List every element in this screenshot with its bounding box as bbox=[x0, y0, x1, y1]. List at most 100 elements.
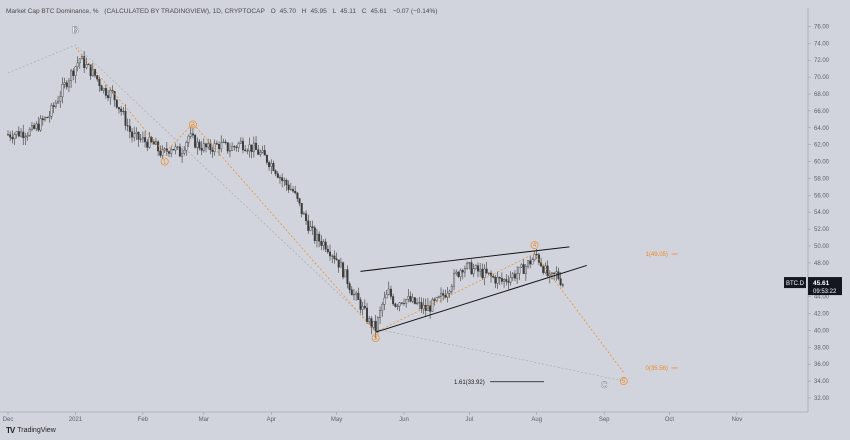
candle-body bbox=[537, 254, 540, 263]
candle-body bbox=[120, 108, 123, 112]
candle-body bbox=[52, 105, 55, 107]
candle-body bbox=[13, 134, 16, 140]
candle-body bbox=[261, 150, 264, 153]
candle-body bbox=[400, 302, 403, 304]
candle-body bbox=[185, 142, 188, 151]
y-tick-label: 52.00 bbox=[814, 227, 830, 233]
candle-body bbox=[292, 189, 295, 192]
candle-body bbox=[444, 295, 447, 298]
candle-body bbox=[318, 233, 321, 242]
tradingview-watermark[interactable]: TV TradingView bbox=[6, 426, 56, 435]
candle-body bbox=[39, 118, 42, 131]
candle-body bbox=[196, 141, 199, 148]
candle-body bbox=[270, 163, 273, 167]
candle-body bbox=[76, 62, 79, 68]
symbol-tag: BTC.D bbox=[786, 281, 805, 287]
candle-body bbox=[344, 269, 347, 278]
candle-body bbox=[385, 294, 388, 299]
chart-legend: Market Cap BTC Dominance, % (CALCULATED … bbox=[6, 8, 441, 15]
candle-body bbox=[409, 296, 412, 302]
wave-label: 5 bbox=[622, 379, 626, 385]
candle-body bbox=[285, 180, 288, 186]
candle-body bbox=[424, 304, 427, 311]
candle-body bbox=[198, 141, 201, 149]
candle-body bbox=[550, 272, 553, 275]
candle-body bbox=[366, 307, 369, 322]
wave-label: 2 bbox=[191, 122, 195, 128]
fib-level-label: 0(35.56) bbox=[646, 366, 668, 372]
y-tick-label: 40.00 bbox=[814, 328, 830, 334]
trendlines-layer bbox=[75, 47, 625, 373]
y-tick-label: 42.00 bbox=[814, 312, 830, 318]
price-axis[interactable]: 76.00 74.00 72.00 70.00 68.00 66.00 64.00 62.00… bbox=[808, 24, 830, 402]
x-tick-label: Oct bbox=[665, 417, 675, 423]
candle-body bbox=[383, 297, 386, 305]
candle-body bbox=[83, 56, 86, 68]
candle-body bbox=[278, 177, 281, 179]
candle-body bbox=[241, 140, 244, 151]
wave-letter-label: B bbox=[72, 25, 79, 35]
candle-body bbox=[342, 262, 345, 278]
candle-body bbox=[339, 262, 342, 268]
candle-body bbox=[222, 141, 225, 143]
change-value: −0.07 (−0.14%) bbox=[392, 8, 438, 15]
candle-body bbox=[178, 146, 181, 157]
candle-body bbox=[163, 148, 166, 151]
candles-layer bbox=[6, 51, 564, 339]
candle-body bbox=[161, 149, 164, 156]
candle-body bbox=[381, 304, 384, 311]
candle-body bbox=[529, 260, 532, 265]
candle-body bbox=[159, 150, 162, 156]
candle-body bbox=[498, 277, 501, 279]
candle-body bbox=[104, 88, 107, 96]
candle-body bbox=[492, 275, 495, 278]
y-tick-label: 72.00 bbox=[814, 58, 830, 64]
candle-body bbox=[135, 131, 138, 134]
candle-body bbox=[61, 84, 64, 97]
candle-body bbox=[439, 293, 442, 297]
candle-body bbox=[11, 137, 14, 140]
candle-body bbox=[117, 107, 120, 110]
candle-body bbox=[126, 125, 129, 127]
candle-body bbox=[527, 260, 530, 267]
candle-body bbox=[457, 271, 460, 277]
candle-body bbox=[370, 318, 373, 328]
candle-body bbox=[518, 266, 521, 274]
candle-body bbox=[65, 82, 68, 88]
candle-body bbox=[472, 268, 475, 275]
candle-body bbox=[437, 296, 440, 298]
candle-body bbox=[411, 297, 414, 302]
candle-body bbox=[289, 189, 292, 191]
candle-body bbox=[72, 70, 75, 76]
candle-body bbox=[516, 273, 519, 279]
candle-body bbox=[133, 133, 136, 138]
tradingview-brand: TradingView bbox=[17, 427, 56, 434]
candle-body bbox=[244, 149, 247, 152]
candle-body bbox=[287, 184, 290, 190]
candle-body bbox=[224, 141, 227, 143]
candle-body bbox=[470, 262, 473, 275]
time-axis[interactable]: Dec 2021 Feb Mar Apr May Jun Jul Aug Sep Oct Nov bbox=[3, 412, 743, 423]
candle-body bbox=[466, 262, 469, 269]
wave-label: 1 bbox=[163, 160, 167, 166]
candle-body bbox=[561, 284, 564, 286]
candle-body bbox=[468, 262, 471, 264]
candle-body bbox=[324, 241, 327, 250]
symbol-title[interactable]: Market Cap BTC Dominance, % bbox=[6, 8, 99, 15]
candle-body bbox=[350, 289, 353, 296]
candle-body bbox=[20, 131, 23, 137]
candle-body bbox=[122, 110, 125, 112]
candle-body bbox=[137, 131, 140, 140]
y-tick-label: 36.00 bbox=[814, 362, 830, 368]
y-tick-label: 56.00 bbox=[814, 193, 830, 199]
candle-body bbox=[246, 150, 249, 152]
candle-body bbox=[522, 264, 525, 274]
candle-body bbox=[202, 143, 205, 151]
candle-body bbox=[46, 117, 49, 119]
candle-body bbox=[80, 56, 83, 60]
candle-body bbox=[107, 95, 110, 98]
candle-body bbox=[398, 302, 401, 307]
x-tick-label: 2021 bbox=[69, 417, 83, 423]
candle-body bbox=[435, 297, 438, 301]
